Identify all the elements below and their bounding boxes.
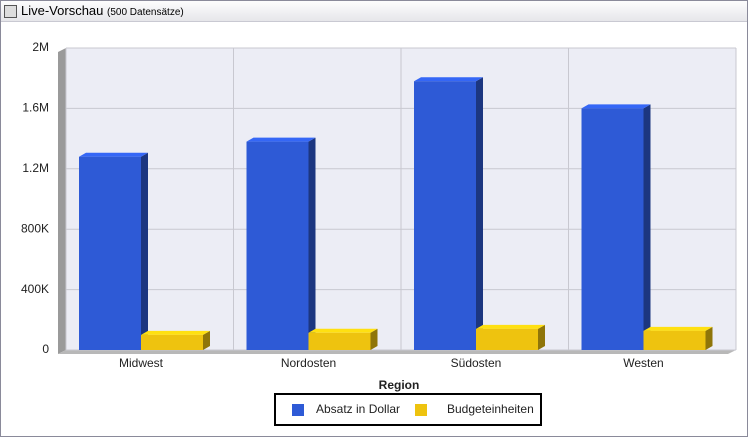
- bar-top: [246, 137, 316, 142]
- legend: [274, 393, 542, 426]
- legend-label: Budgeteinheiten: [447, 402, 534, 416]
- bar: [476, 324, 545, 350]
- bar-side: [643, 104, 651, 351]
- chart: Region 0 400K 800K 1.2M 1.6M 2M Midwest Nordost…: [21, 40, 737, 426]
- bar-side: [476, 77, 483, 350]
- title-bar: Live-Vorschau (500 Datensätze): [1, 1, 747, 22]
- bar-front: [581, 108, 644, 351]
- legend-swatch: [415, 404, 427, 416]
- bar-side: [705, 326, 713, 350]
- bar-front: [308, 332, 371, 350]
- bar: [246, 137, 316, 350]
- bar-side: [141, 152, 148, 350]
- y-tick-label: 1.6M: [22, 101, 49, 115]
- y-tick-label: 400K: [21, 282, 49, 296]
- bar: [581, 104, 651, 351]
- bar-front: [476, 328, 538, 350]
- bar-side: [538, 324, 545, 350]
- bar-top: [141, 330, 210, 335]
- side-wall: [58, 48, 66, 354]
- y-tick-label: 1.2M: [22, 161, 49, 175]
- bar-front: [643, 330, 706, 350]
- bar-top: [79, 152, 148, 157]
- bar-front: [414, 81, 476, 350]
- bar-top: [643, 326, 713, 331]
- bar: [643, 326, 713, 350]
- bar-side: [370, 328, 378, 350]
- x-axis-title: Region: [379, 378, 420, 392]
- bar: [308, 328, 378, 350]
- y-tick-label: 2M: [32, 40, 49, 54]
- bar: [414, 77, 483, 350]
- bar-front: [246, 141, 309, 350]
- x-tick-label: Südosten: [451, 356, 502, 370]
- y-tick-label: 800K: [21, 221, 49, 235]
- bar-top: [308, 328, 378, 333]
- bar-top: [476, 324, 545, 329]
- bar-top: [581, 104, 651, 109]
- panel-title: Live-Vorschau: [21, 3, 104, 18]
- y-tick-label: 0: [42, 342, 49, 356]
- bar-side: [203, 330, 210, 350]
- bar-front: [79, 156, 141, 350]
- icon: [4, 5, 17, 18]
- x-tick-label: Midwest: [119, 356, 164, 370]
- bar: [79, 152, 148, 350]
- x-tick-label: Nordosten: [281, 356, 336, 370]
- bar-front: [141, 334, 203, 350]
- legend-swatch: [292, 404, 304, 416]
- bar-side: [308, 137, 316, 350]
- x-tick-label: Westen: [623, 356, 663, 370]
- bar: [141, 330, 210, 350]
- floor: [58, 350, 736, 354]
- panel-subtitle: (500 Datensätze): [107, 7, 184, 18]
- legend-label: Absatz in Dollar: [316, 402, 400, 416]
- bar-top: [414, 77, 483, 82]
